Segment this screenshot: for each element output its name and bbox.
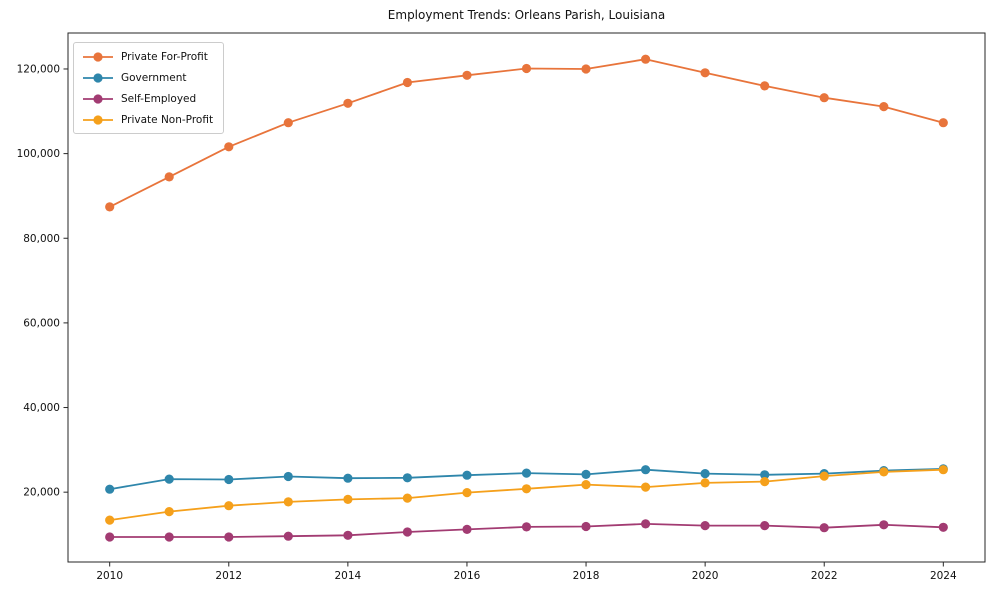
- data-point: [224, 142, 234, 152]
- data-point: [700, 478, 710, 488]
- legend-label: Self-Employed: [121, 92, 197, 105]
- data-point: [521, 522, 532, 532]
- x-tick-label: 2022: [811, 570, 838, 582]
- data-point: [343, 530, 353, 540]
- data-point: [462, 470, 472, 480]
- data-point: [641, 482, 651, 492]
- data-point: [700, 521, 710, 531]
- data-point: [521, 484, 532, 494]
- y-tick-label: 120,000: [17, 63, 60, 75]
- data-point: [879, 520, 889, 530]
- data-point: [819, 471, 829, 481]
- data-point: [224, 474, 234, 485]
- data-point: [819, 523, 829, 533]
- y-tick-label: 40,000: [23, 402, 60, 414]
- data-point: [462, 70, 472, 80]
- x-tick-label: 2024: [930, 570, 957, 582]
- y-tick-label: 60,000: [23, 317, 60, 329]
- data-point: [283, 497, 293, 507]
- x-tick-label: 2010: [96, 570, 123, 582]
- data-point: [105, 532, 115, 542]
- data-point: [938, 118, 948, 128]
- data-point: [462, 488, 472, 498]
- data-point: [700, 469, 710, 479]
- data-point: [581, 64, 591, 74]
- axes-frame: [67, 32, 986, 563]
- legend-marker-icon: [83, 93, 113, 104]
- data-point: [760, 477, 770, 487]
- legend-entry-2: Self-Employed: [82, 90, 213, 107]
- data-point: [164, 474, 174, 484]
- data-point: [760, 521, 770, 531]
- y-tick-label: 80,000: [23, 233, 60, 245]
- legend-label: Private Non-Profit: [121, 113, 214, 126]
- data-point: [164, 172, 174, 182]
- data-point: [879, 102, 889, 112]
- legend-label: Government: [121, 71, 187, 84]
- data-point: [224, 532, 234, 542]
- data-point: [402, 473, 412, 483]
- data-point: [283, 471, 293, 482]
- y-tick-label: 20,000: [23, 487, 60, 499]
- data-point: [402, 77, 412, 88]
- data-point: [760, 470, 770, 480]
- data-point: [402, 527, 412, 537]
- data-point: [581, 469, 591, 479]
- legend-marker-icon: [83, 72, 113, 83]
- legend-entry-3: Private Non-Profit: [82, 111, 213, 128]
- data-point: [462, 524, 472, 535]
- legend-entry-0: Private For-Profit: [82, 48, 213, 65]
- data-point: [402, 493, 412, 503]
- x-tick-label: 2012: [215, 570, 242, 582]
- legend-label: Private For-Profit: [121, 50, 208, 63]
- x-tick-label: 2016: [454, 570, 481, 582]
- data-point: [224, 501, 234, 511]
- data-point: [641, 465, 651, 475]
- legend-marker-icon: [83, 51, 113, 62]
- y-tick-label: 100,000: [17, 148, 60, 160]
- data-point: [521, 63, 532, 74]
- x-tick-label: 2020: [692, 570, 719, 582]
- data-point: [343, 98, 353, 108]
- legend: Private For-Profit Government Self-Employe…: [73, 42, 225, 134]
- data-point: [343, 473, 353, 483]
- data-point: [938, 522, 948, 532]
- data-point: [283, 118, 293, 128]
- data-point: [641, 519, 651, 529]
- data-point: [164, 532, 174, 542]
- data-point: [105, 484, 115, 494]
- data-point: [879, 467, 889, 477]
- data-point: [164, 507, 174, 517]
- data-point: [283, 531, 293, 541]
- x-tick-label: 2014: [334, 570, 361, 582]
- data-point: [521, 468, 532, 478]
- series-line-0: [109, 58, 944, 208]
- data-point: [819, 93, 829, 103]
- data-point: [581, 480, 591, 490]
- data-point: [641, 54, 651, 64]
- data-point: [938, 465, 948, 475]
- data-point: [581, 521, 591, 532]
- x-tick-label: 2018: [573, 570, 600, 582]
- data-point: [343, 494, 353, 504]
- chart-title: Employment Trends: Orleans Parish, Louis…: [387, 8, 666, 22]
- data-point: [700, 68, 710, 78]
- data-point: [760, 81, 770, 91]
- data-point: [105, 515, 115, 525]
- legend-marker-icon: [83, 114, 113, 125]
- data-point: [105, 202, 115, 212]
- legend-entry-1: Government: [82, 69, 213, 86]
